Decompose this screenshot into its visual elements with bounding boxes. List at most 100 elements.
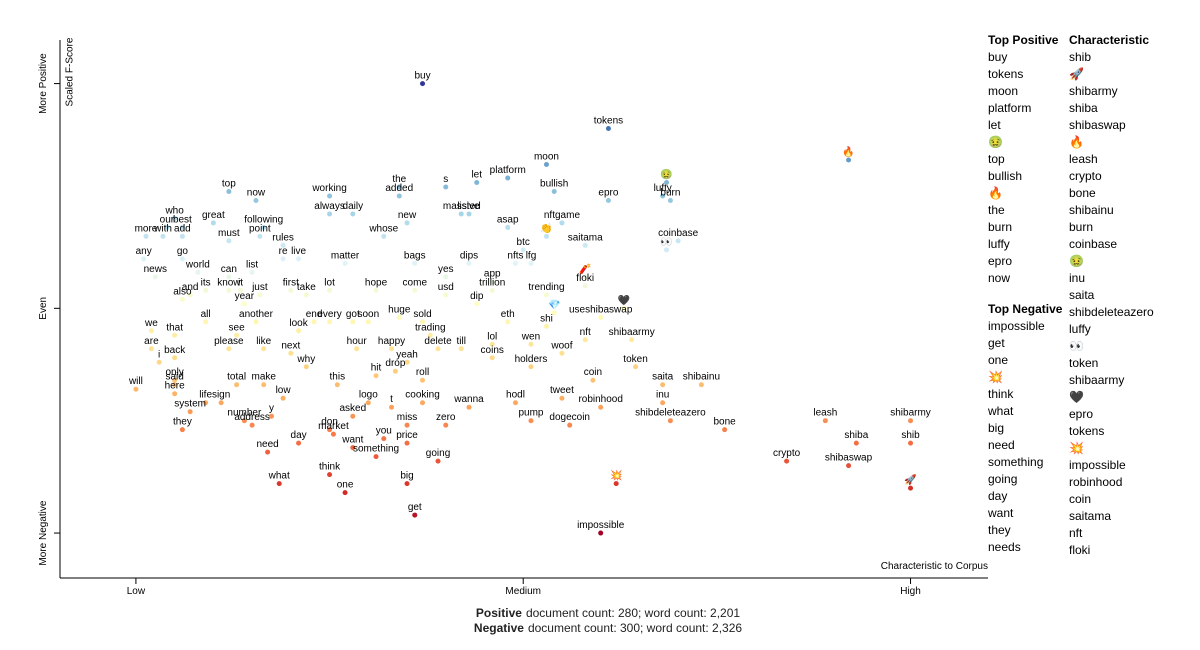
term-point — [551, 188, 557, 194]
list-term: shibdeleteazero — [1069, 305, 1154, 319]
term-point — [489, 278, 495, 284]
term-label: know — [217, 277, 241, 288]
term-label: add — [174, 223, 191, 234]
term-point — [466, 260, 472, 266]
list-term: 🔥 — [988, 186, 1003, 200]
term-point — [543, 323, 549, 329]
term-label: 🤢 — [660, 168, 672, 180]
list-term: leash — [1069, 152, 1098, 166]
term-point — [853, 440, 859, 446]
term-point — [528, 260, 534, 266]
term-point — [241, 301, 247, 307]
term-point — [846, 463, 852, 469]
term-label: btc — [517, 237, 530, 248]
list-term: coin — [1069, 492, 1092, 506]
term-label: 🚀 — [904, 473, 917, 486]
term-label: want — [341, 435, 363, 446]
term-label: always — [314, 201, 345, 212]
term-point — [605, 197, 611, 203]
term-point — [404, 220, 410, 226]
term-point — [203, 287, 209, 293]
list-term: 🚀 — [1069, 67, 1084, 81]
term-point — [443, 292, 449, 298]
term-point — [435, 458, 441, 464]
term-label: 🧨 — [579, 262, 591, 275]
term-label: cooking — [405, 390, 439, 401]
term-label: 🖤 — [618, 294, 631, 306]
term-label: bags — [404, 250, 426, 261]
list-term: something — [988, 455, 1044, 469]
term-label: year — [235, 291, 255, 302]
term-point — [559, 395, 565, 401]
term-point — [261, 382, 267, 388]
term-point — [412, 512, 418, 518]
footer-line: Positive document count: 280; word count:… — [0, 606, 1200, 621]
term-label: live — [291, 246, 306, 257]
term-point — [172, 215, 178, 221]
term-point — [164, 224, 170, 230]
list-term: shibarmy — [1069, 84, 1118, 98]
term-point — [172, 391, 178, 397]
list-title: Top Positive — [988, 33, 1059, 47]
term-point — [296, 328, 302, 334]
list-term: now — [988, 271, 1011, 285]
term-label: hit — [371, 363, 382, 374]
term-point — [327, 472, 333, 478]
term-point — [543, 161, 549, 167]
list-term: robinhood — [1069, 475, 1123, 489]
term-point — [846, 157, 852, 163]
list-term: needs — [988, 540, 1021, 554]
term-point — [598, 404, 604, 410]
term-point — [296, 256, 302, 262]
term-label: coin — [584, 367, 602, 378]
term-point — [179, 256, 185, 262]
term-point — [458, 211, 464, 217]
term-point — [381, 436, 387, 442]
term-point — [334, 382, 340, 388]
term-label: it — [238, 277, 243, 288]
term-point — [288, 287, 294, 293]
term-point — [373, 373, 379, 379]
term-label: great — [202, 210, 225, 221]
term-label: here — [165, 381, 185, 392]
term-point — [172, 382, 178, 388]
term-label: news — [144, 264, 167, 275]
list-term: the — [988, 203, 1005, 217]
term-point — [489, 341, 495, 347]
term-point — [172, 377, 178, 383]
x-tick-label: High — [900, 586, 921, 597]
term-point — [261, 346, 267, 352]
term-label: woof — [550, 340, 572, 351]
term-label: bullish — [540, 178, 568, 189]
term-label: low — [276, 385, 292, 396]
term-label: shibainu — [683, 372, 720, 383]
term-point — [613, 481, 619, 487]
term-point — [226, 238, 232, 244]
term-label: 💥 — [610, 469, 622, 482]
chart: Scaled F-Score Characteristic to Corpus … — [38, 37, 988, 597]
term-point — [908, 418, 914, 424]
term-label: lfg — [526, 250, 537, 261]
term-label: price — [396, 430, 418, 441]
term-point — [350, 319, 356, 325]
term-label: shibarmy — [890, 408, 931, 419]
term-point — [365, 319, 371, 325]
term-point — [249, 269, 255, 275]
term-label: day — [291, 430, 307, 441]
term-label: floki — [576, 273, 594, 284]
term-label: eth — [501, 309, 515, 320]
term-label: can — [221, 264, 237, 275]
list-term: saita — [1069, 288, 1095, 302]
term-point — [327, 193, 333, 199]
y-tick-label: More Negative — [38, 500, 49, 565]
term-label: more — [135, 223, 158, 234]
list-term: 🖤 — [1069, 390, 1084, 404]
list-title: Characteristic — [1069, 33, 1150, 47]
footer-text: document count: 300; word count: 2,326 — [527, 621, 743, 635]
term-point — [276, 481, 282, 487]
term-point — [443, 422, 449, 428]
term-point — [195, 269, 201, 275]
term-label: trending — [528, 282, 564, 293]
term-label: system — [174, 399, 206, 410]
list-term: bullish — [988, 169, 1023, 183]
